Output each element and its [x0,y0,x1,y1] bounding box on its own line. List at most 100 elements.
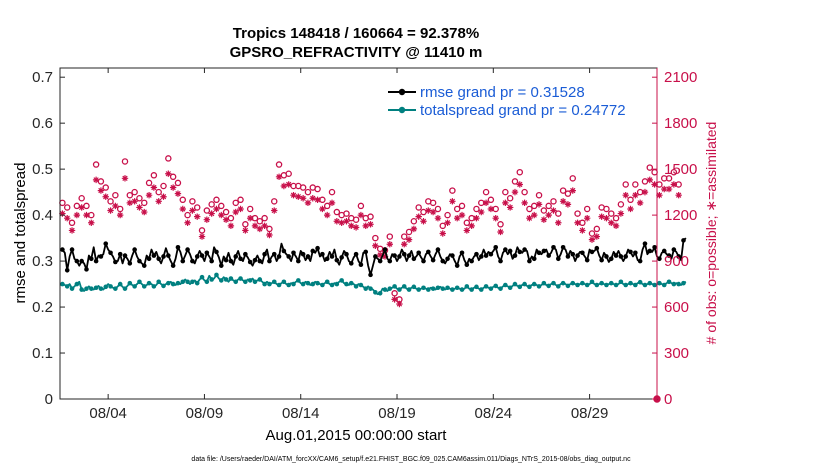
obs_possible-point [150,172,158,179]
obs_possible-point [141,199,148,207]
rmse-point [315,245,320,251]
legend-box [385,81,647,119]
obs_possible-point [102,184,109,191]
totalspread-point [377,290,383,296]
obs_assimilated-point [237,205,244,213]
obs_possible-point [386,233,394,240]
totalspread-point [551,280,556,286]
left-tick-label: 0.5 [32,161,53,178]
obs_assimilated-point [184,219,191,226]
obs_assimilated-point [78,204,85,211]
x-tick-label: 08/09 [186,405,224,422]
obs_assimilated-point [88,219,95,226]
plot-background [60,68,657,399]
obs_possible-point [155,188,162,196]
rmse-point [565,254,571,259]
rmse-point [305,254,311,259]
totalspread-point [233,279,239,285]
obs_possible-point [627,196,634,204]
x-tick-label: 08/04 [89,405,127,422]
obs_possible-point [92,161,100,168]
rmse-point [324,256,330,262]
totalspread-point [113,286,118,291]
plot-area [59,67,687,403]
totalspread-point [445,285,450,291]
data-file-footnote: data file: /Users/raeder/DAI/ATM_forcXX/… [191,456,631,463]
totalspread-point [175,280,181,286]
totalspread-point [589,279,595,285]
totalspread-point [276,282,282,288]
rmse-point [141,263,147,268]
rmse-point [450,253,455,258]
obs_assimilated-point [502,199,509,207]
obs_assimilated-point [550,207,557,214]
obs_assimilated-point [559,198,567,205]
obs_assimilated-point [107,207,114,214]
totalspread-point [127,280,133,286]
rmse-point [507,248,513,254]
rmse-point [79,258,84,264]
rmse-point [363,249,369,255]
chart-title-line1: Tropics 148418 / 160664 = 92.378% [233,25,479,42]
obs_assimilated-point [362,222,369,230]
obs_assimilated-point [555,219,562,226]
totalspread-point [247,278,253,283]
obs_assimilated-point [179,205,186,213]
rmse-point [416,250,421,256]
obs_assimilated-point [458,211,466,219]
obs_assimilated-point [521,199,528,207]
right-tick-label: 0 [664,391,672,408]
totalspread-point [84,286,89,291]
totalspread-point [676,281,681,287]
obs_possible-point [266,225,273,233]
obs_assimilated-point [165,170,172,177]
obs_possible-point [646,164,654,171]
totalspread-point [257,277,263,282]
totalspread-point [474,284,479,290]
obs_possible-point [112,191,119,199]
obs_possible-point [323,202,331,210]
obs_assimilated-point [328,199,336,207]
totalspread-point [243,279,248,285]
rmse-point [257,258,263,264]
obs_possible-point [222,208,230,216]
series-totalspread [60,272,687,296]
obs_possible-point [622,181,629,188]
rmse-point [334,257,340,263]
obs_possible-point [603,205,610,213]
rmse-point [560,244,566,250]
totalspread-point [151,284,157,289]
obs_assimilated-point [208,210,215,217]
y-axis-label-left: rmse and totalspread [12,163,29,304]
rmse-point [204,250,210,256]
obs_assimilated-point [285,181,292,188]
rmse-point [594,245,600,251]
rmse-point [228,258,234,264]
rmse-point [300,251,306,257]
left-tick-label: 0.2 [32,299,53,316]
totalspread-point [498,286,503,291]
rmse-point [527,258,532,264]
rmse-point [170,263,176,268]
x-axis-label: Aug.01,2015 00:00:00 start [266,427,448,444]
rmse-point [469,258,474,264]
obs_possible-point [632,181,639,188]
totalspread-point [450,287,455,292]
obs_possible-point [304,188,312,196]
rmse-point [339,255,344,260]
totalspread-point [286,282,291,288]
rmse-point [406,253,412,258]
obs_assimilated-point [338,219,345,226]
rmse-point [421,258,426,264]
rmse-point [426,249,431,255]
obs_assimilated-point [531,211,538,219]
obs_assimilated-point [92,176,100,184]
obs_assimilated-point [102,193,109,200]
legend-marker-totalspread [398,106,406,114]
obs_possible-point [145,179,153,187]
obs_assimilated-point [64,214,71,222]
totalspread-point [421,285,426,291]
obs_possible-point [189,198,196,205]
totalspread-point [358,282,364,288]
obs_possible-point [285,170,292,177]
